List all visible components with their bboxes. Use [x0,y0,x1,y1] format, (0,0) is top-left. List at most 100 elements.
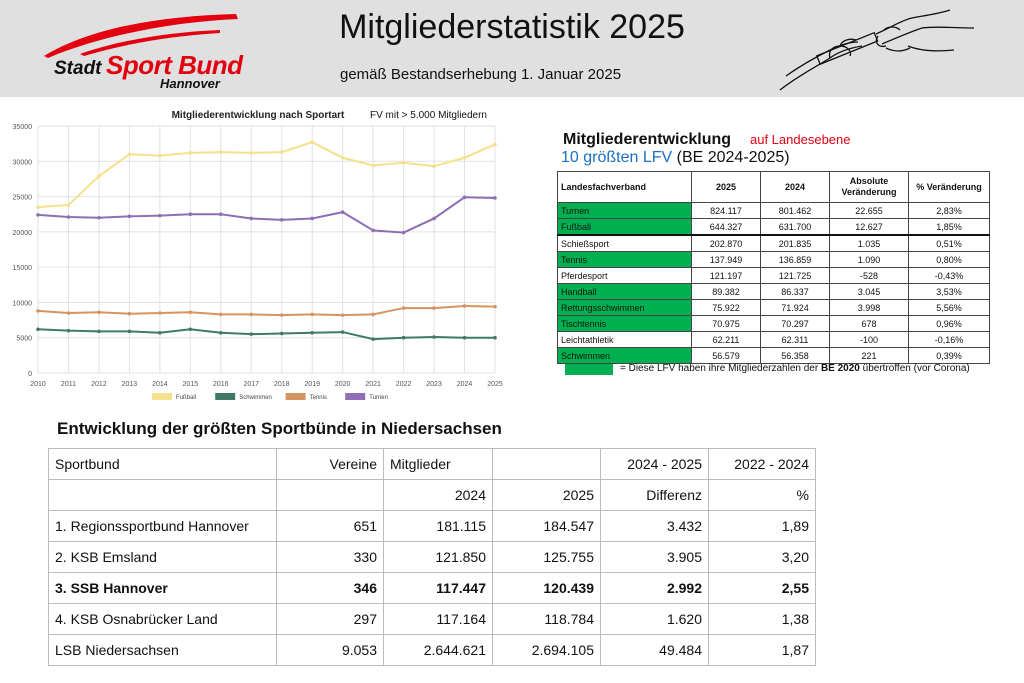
x-tick-label: 2015 [183,381,199,388]
lfv-header-row: Landesfachverband 2025 2024 Absolute Ver… [557,171,990,203]
data-point [127,311,132,316]
sb-header-cell: 2022 - 2024 [708,448,816,480]
stadtsportbund-logo: Stadt Sport Bund Hannover [40,10,250,92]
sb-header-row: Sportbund Vereine Mitglieder 2024 - 2025… [48,448,816,480]
data-point [188,151,193,155]
lfv-table-row: Fußball 644.327 631.700 12.627 1,85% [557,218,990,236]
lfv-cell-abs: 3.045 [829,283,909,300]
sb-cell-diff: 3.905 [600,541,709,573]
lfv-cell-pct: 0,80% [908,251,990,268]
data-point [401,160,406,165]
lfv-cell-abs: 221 [829,347,909,364]
page-subtitle: gemäß Bestandserhebung 1. Januar 2025 [340,66,622,83]
x-tick-label: 2022 [396,381,412,388]
lfv-cell-pct: 5,56% [908,299,990,316]
sportbuende-title: Entwicklung der größten Sportbünde in Ni… [57,419,502,438]
y-tick-label: 0 [28,371,32,378]
sb-cell-vereine: 346 [276,572,384,604]
data-point [279,331,284,336]
legend-label: Schwimmen [239,395,272,401]
lfv-cell-abs: 678 [829,315,909,332]
lfv-cell-v2024: 56.358 [760,347,830,364]
lfv-cell-pct: 2,83% [908,202,990,219]
sb-cell-vereine: 9.053 [276,634,384,666]
series-line [37,304,496,317]
data-point [340,330,345,334]
lfv-cell-pct: -0,43% [908,267,990,284]
legend-label: Fußball [176,395,196,401]
data-point [127,152,132,157]
lfv-cell-name: Turnen [557,202,692,219]
sb-cell-name: 4. KSB Osnabrücker Land [48,603,277,635]
data-point [66,311,71,315]
lfv-header-cell: 2025 [691,171,761,203]
x-tick-label: 2020 [335,381,351,388]
lfv-table: Landesfachverband 2025 2024 Absolute Ver… [557,171,990,364]
lfv-cell-abs: 12.627 [829,218,909,236]
lfv-cell-v2025: 824.117 [691,202,761,219]
sb-cell-pct: 1,87 [708,634,816,666]
lfv-cell-name: Fußball [557,218,692,236]
lfv-cell-pct: 1,85% [908,218,990,236]
lfv-cell-name: Tennis [557,251,692,268]
sb-cell-m2025: 118.784 [492,603,601,635]
lfv-cell-name: Handball [557,283,692,300]
legend-label: Tennis [310,395,327,401]
sb-cell-vereine: 297 [276,603,384,635]
data-point [36,309,40,313]
data-point [462,335,467,340]
sb-cell-vereine: 651 [276,510,384,542]
lfv-cell-abs: -100 [829,331,909,348]
lfv-cell-name: Schwimmen [557,347,692,364]
lfv-cell-abs: 1.035 [829,234,909,252]
sb-header-row: 2024 2025 Differenz % [48,479,816,511]
sb-header-cell [276,479,384,511]
sb-table-row: 1. Regionssportbund Hannover 651 181.115 18… [48,510,816,542]
x-tick-label: 2024 [457,381,473,388]
lfv-header-cell: Landesfachverband [557,171,692,203]
lfv-legend-prefix: = Diese LFV haben ihre Mitgliederzahlen … [620,363,821,374]
data-point [249,332,254,336]
lfv-cell-name: Rettungsschwimmen [557,299,692,316]
sb-header-cell [48,479,277,511]
y-tick-label: 20000 [13,230,33,237]
x-tick-label: 2016 [213,381,229,388]
lfv-table-row: Turnen 824.117 801.462 22.655 2,83% [557,202,990,219]
sb-cell-m2025: 184.547 [492,510,601,542]
legend-swatch [215,393,236,400]
sb-cell-name: 2. KSB Emsland [48,541,277,573]
lfv-cell-v2025: 137.949 [691,251,761,268]
sb-cell-diff: 3.432 [600,510,709,542]
data-point [279,313,284,317]
data-point [188,327,193,332]
lfv-cell-pct: 0,96% [908,315,990,332]
data-point [36,213,40,217]
sb-cell-m2025: 125.755 [492,541,601,573]
logo-text-sportbund: Sport Bund [106,50,243,80]
data-point [493,142,497,147]
sb-table-row: LSB Niedersachsen 9.053 2.644.621 2.694.105… [48,634,816,666]
sb-cell-vereine: 330 [276,541,384,573]
data-point [219,312,223,317]
lfv-table-row: Leichtathletik 62.211 62.311 -100 -0,16% [557,331,990,348]
data-point [340,210,345,214]
data-point [158,311,162,315]
lfv-cell-v2024: 71.924 [760,299,830,316]
lfv-header-cell: Absolute Veränderung [829,171,909,203]
lfv-table-row: Schwimmen 56.579 56.358 221 0,39% [557,347,990,364]
sb-cell-name: 3. SSB Hannover [48,572,277,604]
sb-table-row: 3. SSB Hannover 346 117.447 120.439 2.992 2,5… [48,572,816,604]
sb-header-cell: 2024 - 2025 [600,448,709,480]
lfv-subtitle-rest: (BE 2024-2025) [672,149,790,166]
data-point [97,215,101,220]
data-point [401,230,406,235]
series-line [37,141,496,209]
data-point [219,150,223,154]
sb-cell-pct: 1,89 [708,510,816,542]
sb-cell-name: 1. Regionssportbund Hannover [48,510,277,542]
lfv-header-cell: % Veränderung [908,171,990,203]
x-tick-label: 2021 [365,381,381,388]
lfv-title: Mitgliederentwicklung [563,131,732,148]
logo-text-stadt: Stadt [54,58,102,79]
lfv-title-note: auf Landesebene [750,132,851,147]
